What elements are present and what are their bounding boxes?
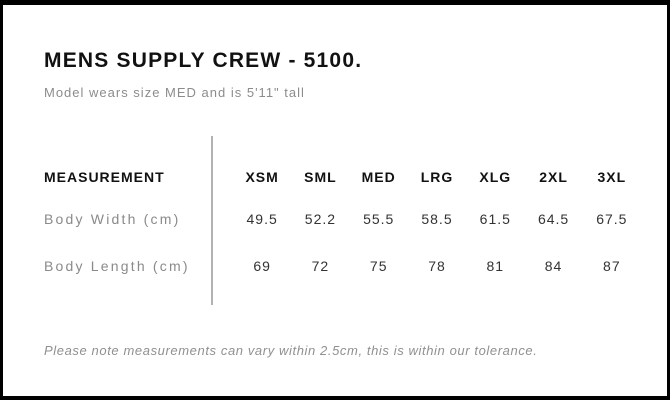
body-length-value-2xl: 84: [544, 258, 563, 274]
body-width-value-3xl: 67.5: [596, 211, 628, 227]
body-width-value-xlg: 61.5: [479, 211, 511, 227]
body-length-value-xlg: 81: [486, 258, 505, 274]
size-table-header-row: MEASUREMENT XSM SML MED LRG XLG 2XL 3XL: [44, 166, 641, 188]
size-column-header-xlg: XLG: [479, 169, 512, 185]
body-length-row: Body Length (cm) 69 72 75 78 81 84 87: [44, 255, 641, 277]
body-width-value-2xl: 64.5: [537, 211, 570, 227]
size-column-header-med: MED: [361, 169, 396, 185]
row-label-body-length: Body Length (cm): [44, 258, 190, 274]
body-width-value-xsm: 49.5: [246, 211, 278, 227]
body-length-value-sml: 72: [311, 258, 330, 274]
body-width-value-sml: 52.2: [304, 211, 337, 227]
measurement-column-header: MEASUREMENT: [44, 169, 165, 185]
size-table: MEASUREMENT XSM SML MED LRG XLG 2XL 3XL …: [44, 136, 641, 305]
body-width-row: Body Width (cm) 49.5 52.2 55.5 58.5 61.5…: [44, 208, 641, 230]
page-title: MENS SUPPLY CREW - 5100.: [44, 49, 363, 72]
body-length-value-med: 75: [369, 258, 388, 274]
table-divider: [211, 136, 213, 305]
model-size-note: Model wears size MED and is 5'11" tall: [44, 85, 305, 100]
body-width-value-med: 55.5: [363, 211, 395, 227]
tolerance-note: Please note measurements can vary within…: [44, 343, 538, 358]
body-width-value-lrg: 58.5: [421, 211, 453, 227]
body-length-value-lrg: 78: [428, 258, 446, 274]
size-column-header-sml: SML: [304, 169, 337, 185]
size-column-header-3xl: 3XL: [597, 169, 627, 185]
row-label-body-width: Body Width (cm): [44, 211, 181, 227]
size-column-header-2xl: 2XL: [539, 169, 568, 185]
body-length-value-3xl: 87: [603, 258, 621, 274]
size-column-header-lrg: LRG: [420, 169, 454, 185]
size-column-header-xsm: XSM: [245, 169, 279, 185]
body-length-value-xsm: 69: [253, 258, 271, 274]
